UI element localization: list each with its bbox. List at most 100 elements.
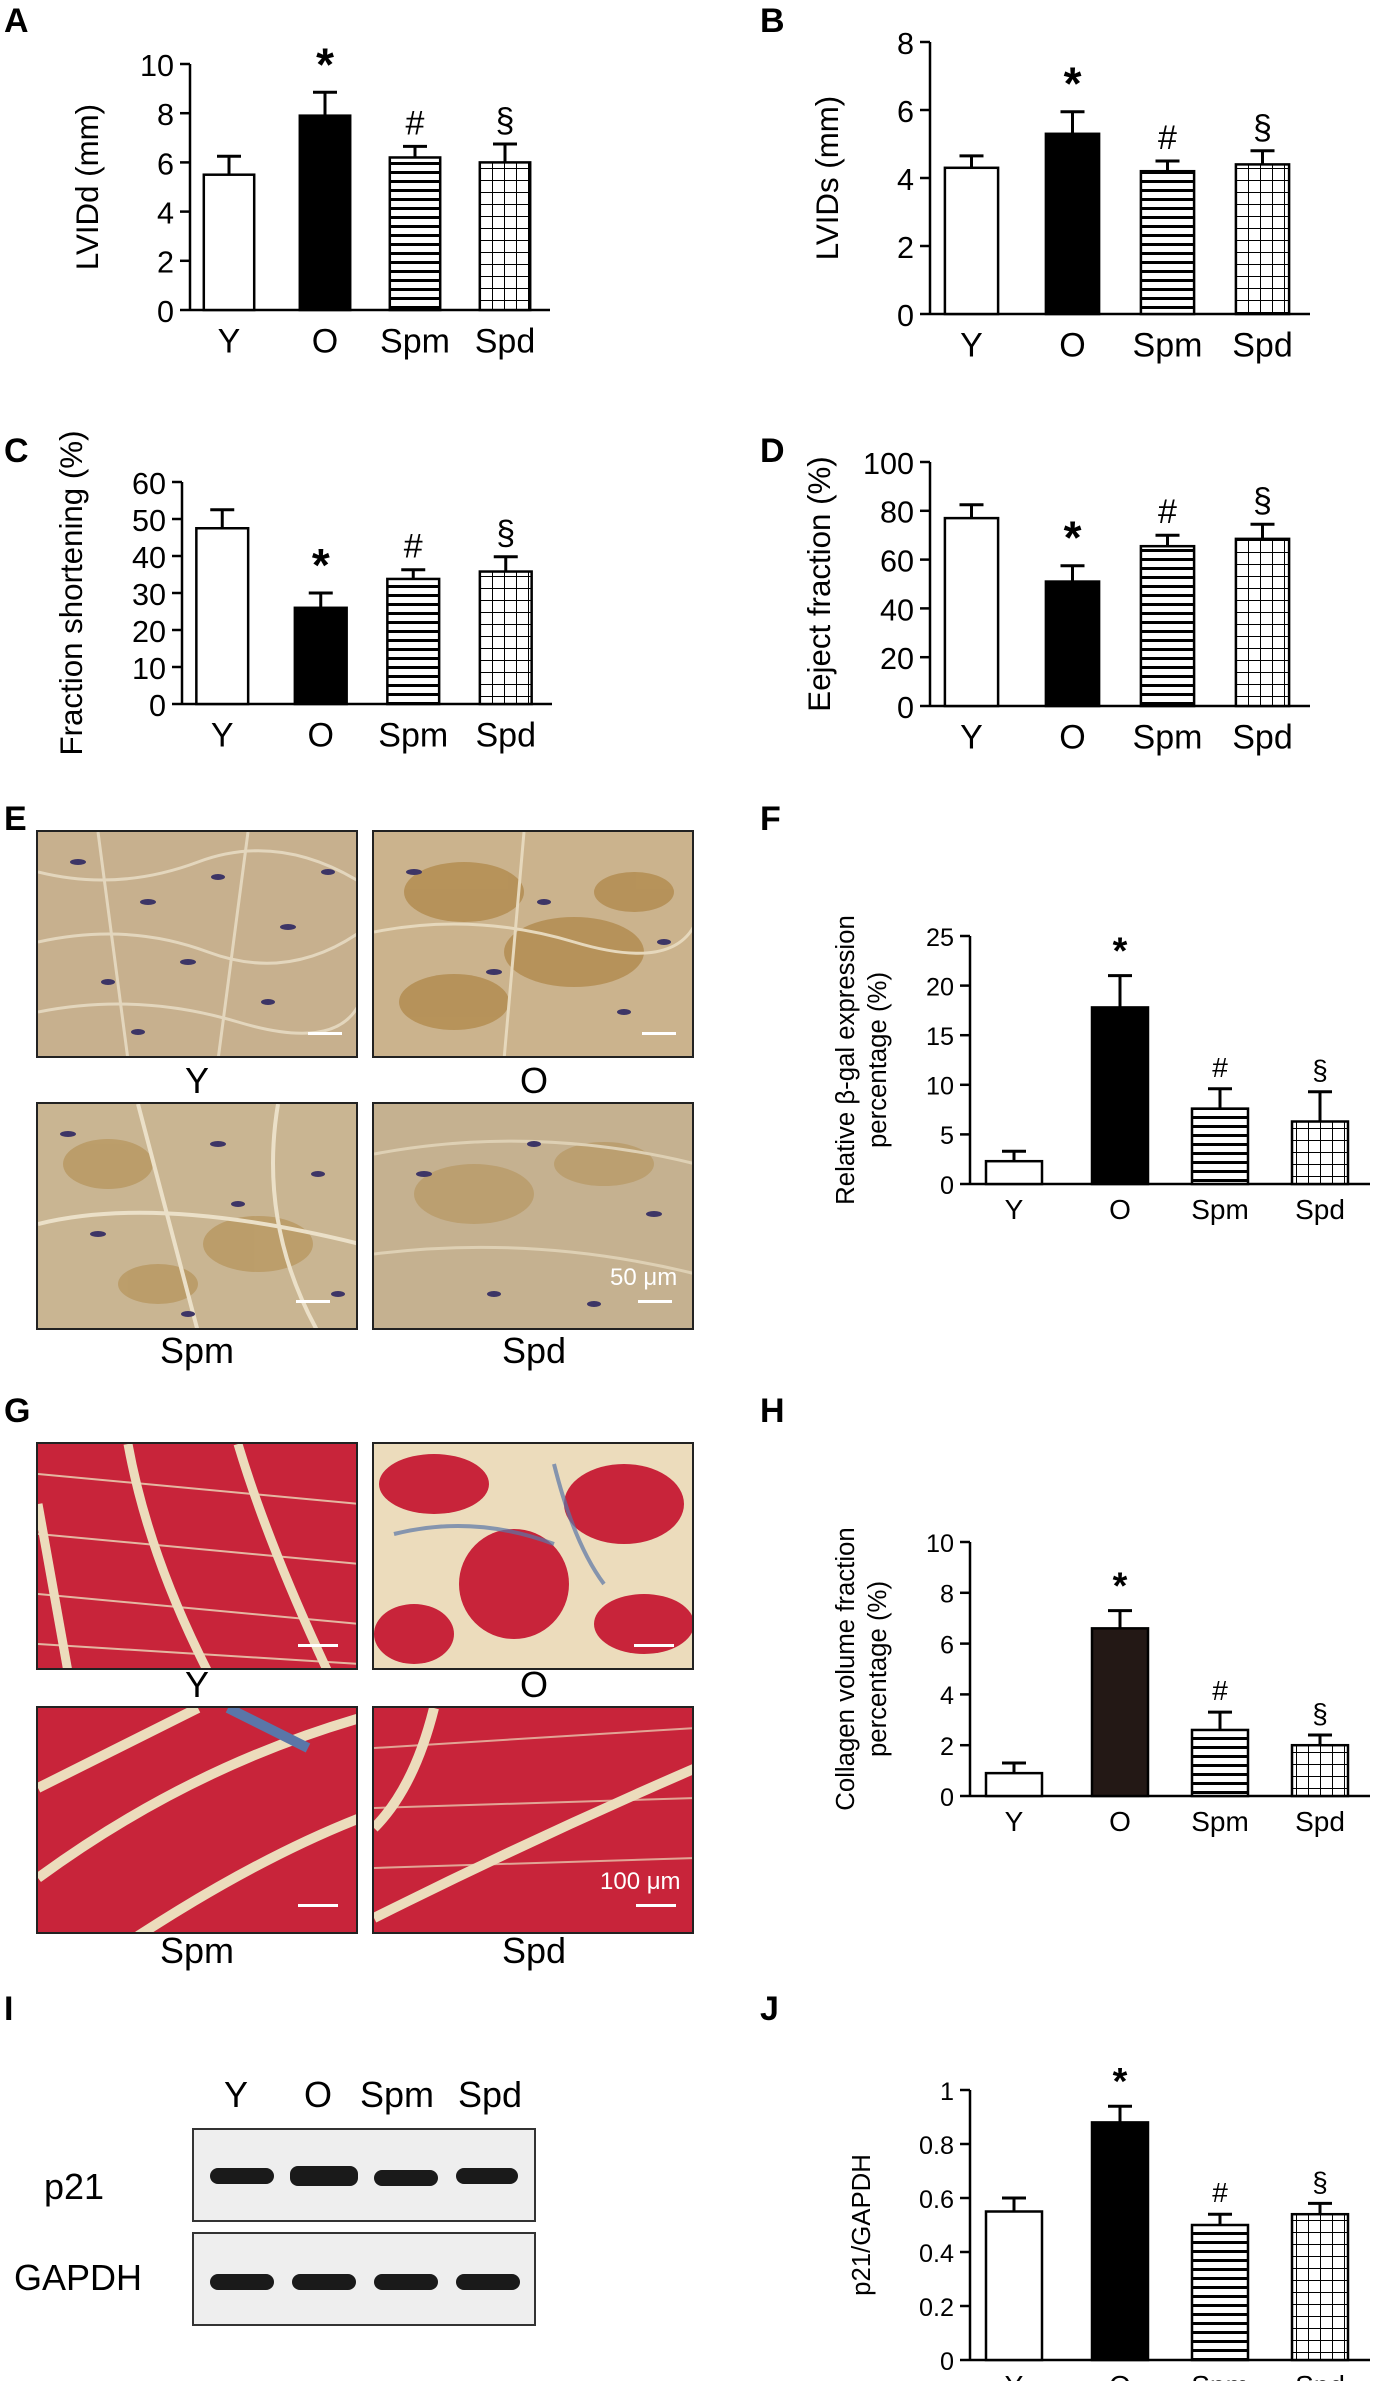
x-tick-label-j: O <box>1109 2370 1131 2381</box>
panel-letter-j: J <box>760 1990 779 2028</box>
x-tick-label-d: Spm <box>1133 719 1203 757</box>
tissue-texture-e-spd <box>374 1104 692 1328</box>
y-tick-label-f: 15 <box>926 1023 954 1051</box>
tissue-texture-g-y <box>38 1444 356 1668</box>
y-tick-label-b: 4 <box>897 163 914 197</box>
y-tick-label-f: 0 <box>940 1172 954 1200</box>
micrograph-label: Spd <box>501 1930 567 1971</box>
scale-bar <box>638 1300 672 1303</box>
y-tick-label-c: 30 <box>132 578 166 612</box>
significance-marker-a: * <box>316 38 334 90</box>
significance-marker-b: § <box>1253 109 1272 147</box>
bar-d-spm <box>1139 544 1196 708</box>
y-tick-label-d: 60 <box>880 545 914 579</box>
y-tick-label-a: 2 <box>157 246 174 280</box>
significance-marker-b: * <box>1064 58 1082 110</box>
y-tick-label-c: 0 <box>149 689 166 723</box>
scale-bar <box>298 1644 338 1647</box>
x-tick-label-h: O <box>1109 1806 1131 1837</box>
panel-letter-b: B <box>760 2 785 40</box>
panel-letter-e: E <box>4 800 27 838</box>
y-tick-label-f: 20 <box>926 973 954 1001</box>
y-tick-label-h: 2 <box>940 1733 954 1761</box>
bar-j-spd <box>1290 2212 1350 2362</box>
y-tick-label-j: 0 <box>940 2348 954 2376</box>
micrograph-e-spm <box>36 1102 358 1330</box>
micrograph-label: Spm <box>159 1330 235 1371</box>
panel-letter-h: H <box>760 1392 785 1430</box>
significance-marker-a: # <box>406 104 425 142</box>
y-axis-label-h: Collagen volume fraction <box>832 1527 860 1810</box>
y-axis-label-f: Relative β-gal expression <box>832 915 860 1205</box>
tissue-texture-e-o <box>374 832 692 1056</box>
y-tick-label-f: 5 <box>940 1122 954 1150</box>
significance-marker-d: § <box>1253 482 1272 520</box>
panel-letter-g: G <box>4 1392 31 1430</box>
bar-f-spm <box>1190 1107 1250 1186</box>
y-tick-label-d: 80 <box>880 496 914 530</box>
y-tick-label-a: 4 <box>157 197 174 231</box>
bar-f-y <box>984 1159 1044 1186</box>
y-tick-label-b: 8 <box>897 27 914 61</box>
blot-band <box>210 2168 274 2184</box>
scale-bar <box>636 1904 676 1907</box>
y-tick-label-c: 60 <box>132 467 166 501</box>
bar-c-y <box>195 527 250 706</box>
panel-letter-f: F <box>760 800 781 838</box>
y-axis-label-b: LVIDs (mm) <box>810 96 845 260</box>
x-tick-label-a: Y <box>218 323 241 361</box>
x-tick-label-j: Spd <box>1295 2370 1345 2381</box>
tissue-texture-g-o <box>374 1444 692 1668</box>
bar-j-y <box>984 2210 1044 2362</box>
blot-band <box>374 2274 438 2290</box>
x-tick-label-c: Spd <box>476 717 537 755</box>
significance-marker-d: # <box>1158 493 1177 531</box>
significance-marker-c: § <box>496 515 515 553</box>
scale-bar <box>298 1904 338 1907</box>
blot-lane-label: O <box>304 2074 333 2115</box>
bar-b-y <box>943 166 1000 316</box>
y-tick-label-j: 0.8 <box>919 2132 954 2160</box>
x-tick-label-h: Spm <box>1191 1806 1249 1837</box>
x-tick-label-f: Spm <box>1191 1194 1249 1225</box>
significance-marker-c: # <box>404 528 423 566</box>
x-tick-label-f: O <box>1109 1194 1131 1225</box>
blot-band <box>210 2274 274 2290</box>
micrograph-g-o <box>372 1442 694 1670</box>
y-tick-label-b: 2 <box>897 231 914 265</box>
y-tick-label-h: 10 <box>926 1530 954 1558</box>
blot-lane-label: Spd <box>458 2074 523 2115</box>
y-tick-label-j: 0.6 <box>919 2186 954 2214</box>
blot-row-label-gapdh: GAPDH <box>14 2257 143 2298</box>
tissue-texture-g-spd <box>374 1708 692 1932</box>
blot-strip-gapdh <box>192 2232 536 2326</box>
x-tick-label-b: Spm <box>1133 327 1203 365</box>
blot-band <box>292 2274 356 2290</box>
bar-c-o <box>293 606 348 706</box>
scale-bar <box>296 1300 330 1303</box>
significance-marker-j: § <box>1312 2166 1328 2197</box>
micrograph-e-y <box>36 830 358 1058</box>
bar-j-spm <box>1190 2223 1250 2362</box>
y-tick-label-a: 0 <box>157 295 174 329</box>
y-axis-label-c: Fraction shortening (%) <box>54 431 89 756</box>
y-tick-label-f: 10 <box>926 1073 954 1101</box>
bar-h-spd <box>1290 1743 1350 1798</box>
y-tick-label-h: 0 <box>940 1784 954 1812</box>
tissue-texture-e-y <box>38 832 356 1056</box>
x-tick-label-h: Spd <box>1295 1806 1345 1837</box>
y-tick-label-c: 10 <box>132 652 166 686</box>
y-tick-label-j: 0.4 <box>919 2240 954 2268</box>
scale-bar <box>642 1032 676 1035</box>
micrograph-label: Spd <box>501 1330 567 1371</box>
x-tick-label-h: Y <box>1005 1806 1024 1837</box>
x-tick-label-d: Spd <box>1232 719 1293 757</box>
y-axis-label-h: percentage (%) <box>864 1581 892 1757</box>
tissue-texture-e-spm <box>38 1104 356 1328</box>
panel-letter-a: A <box>4 2 29 40</box>
significance-marker-j: * <box>1113 2061 1128 2103</box>
significance-marker-d: * <box>1064 512 1082 564</box>
significance-marker-f: * <box>1113 931 1128 973</box>
y-tick-label-d: 0 <box>897 691 914 725</box>
micrograph-label: Y <box>184 1060 209 1101</box>
